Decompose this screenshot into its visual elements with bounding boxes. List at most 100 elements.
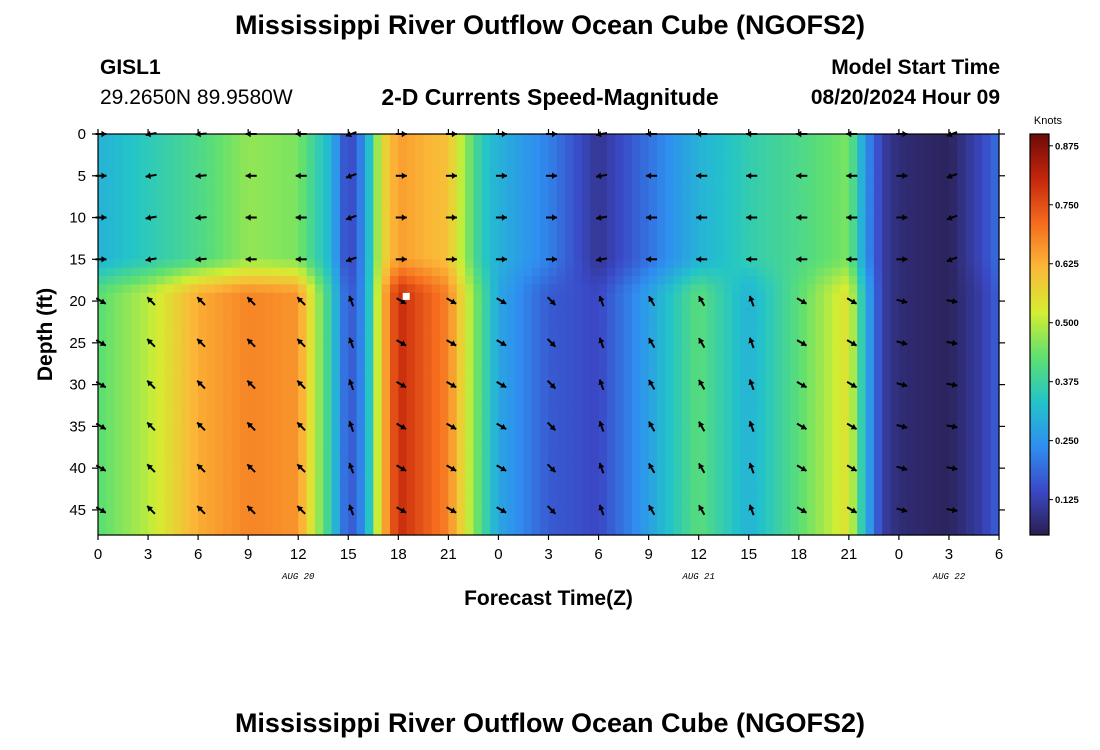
heat-cell: [807, 493, 817, 503]
heat-cell: [832, 234, 842, 244]
heat-cell: [406, 392, 416, 402]
heat-cell: [156, 367, 166, 377]
heat-cell: [565, 451, 575, 461]
heat-cell: [656, 493, 666, 503]
heat-cell: [164, 334, 174, 344]
heat-cell: [490, 250, 500, 260]
heat-cell: [364, 426, 374, 436]
heat-cell: [673, 384, 683, 394]
heat-cell: [398, 451, 408, 461]
heat-cell: [656, 459, 666, 469]
heat-cell: [748, 217, 758, 227]
heat-cell: [782, 334, 792, 344]
heat-cell: [973, 409, 983, 419]
heat-cell: [740, 301, 750, 311]
heat-cell: [515, 493, 525, 503]
heat-cell: [565, 250, 575, 260]
heat-cell: [498, 209, 508, 219]
heat-cell: [189, 418, 199, 427]
heat-cell: [456, 184, 466, 194]
heat-cell: [198, 401, 208, 411]
heat-cell: [723, 159, 733, 169]
heat-cell: [198, 342, 208, 352]
heat-cell: [206, 326, 216, 336]
heat-cell: [757, 493, 766, 503]
heat-cell: [573, 292, 583, 302]
heat-cell: [890, 476, 900, 486]
heat-cell: [248, 259, 258, 269]
heat-cell: [648, 134, 658, 143]
heat-cell: [131, 184, 141, 194]
heat-cell: [915, 443, 925, 453]
heat-cell: [673, 367, 683, 377]
heat-cell: [707, 242, 716, 252]
heat-cell: [281, 175, 291, 185]
heat-cell: [256, 242, 266, 252]
heat-cell: [548, 434, 558, 444]
heat-cell: [364, 242, 374, 252]
heat-cell: [573, 367, 583, 377]
heat-cell: [456, 459, 466, 469]
heat-cell: [198, 426, 208, 436]
heat-cell: [681, 342, 691, 352]
heat-cell: [890, 342, 900, 352]
heat-cell: [473, 468, 483, 478]
heat-cell: [331, 192, 341, 202]
heat-cell: [264, 284, 274, 294]
heat-cell: [98, 476, 107, 486]
heat-cell: [573, 267, 583, 277]
heat-cell: [973, 250, 983, 260]
heat-cell: [715, 443, 725, 453]
heat-cell: [214, 468, 224, 478]
heat-cell: [873, 159, 883, 169]
heat-cell: [273, 367, 283, 377]
heat-cell: [565, 217, 575, 227]
heat-cell: [306, 326, 316, 336]
heat-cell: [782, 292, 792, 302]
heat-cell: [415, 334, 424, 344]
heat-cell: [773, 418, 783, 427]
heat-cell: [181, 384, 191, 394]
heat-cell: [406, 200, 416, 210]
heat-cell: [531, 184, 541, 194]
heat-cell: [506, 242, 516, 252]
heat-cell: [790, 317, 800, 327]
heat-cell: [173, 217, 183, 227]
heat-cell: [548, 284, 558, 294]
heat-cell: [139, 376, 149, 386]
heat-cell: [698, 409, 708, 419]
heat-cell: [656, 267, 666, 277]
heat-cell: [707, 418, 716, 427]
heat-cell: [298, 301, 308, 311]
heat-cell: [106, 451, 116, 461]
heat-cell: [598, 217, 608, 227]
heat-cell: [765, 384, 775, 394]
heat-cell: [181, 234, 191, 244]
heat-cell: [832, 167, 842, 177]
heat-cell: [923, 426, 933, 436]
heat-cell: [373, 159, 383, 169]
heat-cell: [223, 175, 233, 185]
heat-cell: [848, 401, 858, 411]
heat-cell: [723, 493, 733, 503]
heat-cell: [465, 209, 475, 219]
heat-cell: [815, 175, 825, 185]
heat-cell: [114, 443, 124, 453]
heat-cell: [356, 334, 366, 344]
heat-cell: [573, 493, 583, 503]
heat-cell: [873, 418, 883, 427]
heat-cell: [698, 367, 708, 377]
heat-cell: [465, 468, 475, 478]
heat-cell: [381, 501, 391, 511]
heat-cell: [456, 484, 466, 494]
heat-cell: [823, 501, 833, 511]
heat-cell: [940, 484, 950, 494]
heat-cell: [857, 242, 867, 252]
heat-cell: [615, 309, 625, 319]
heat-cell: [481, 292, 491, 302]
heat-cell: [256, 225, 266, 235]
heat-cell: [323, 276, 333, 285]
heat-cell: [164, 384, 174, 394]
heat-cell: [640, 150, 650, 160]
heat-cell: [565, 476, 575, 486]
